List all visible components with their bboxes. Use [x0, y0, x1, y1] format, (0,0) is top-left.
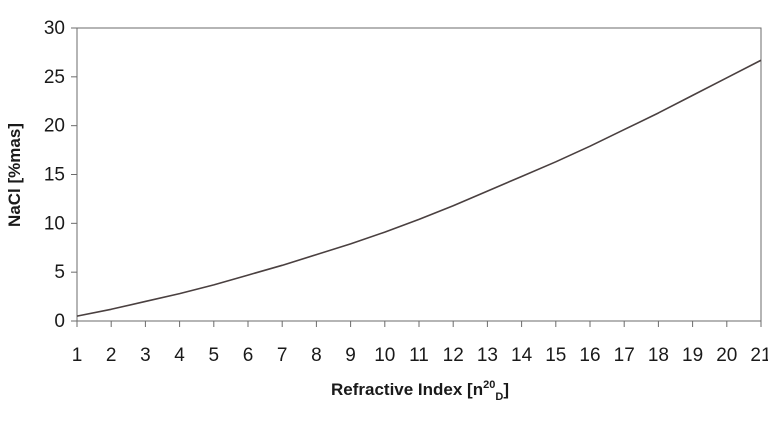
x-tick-label: 1 — [72, 345, 83, 366]
x-axis-title-sub: D — [495, 391, 503, 403]
y-axis: 0 5 10 15 20 25 30 — [44, 18, 77, 332]
y-tick-label: 10 — [44, 213, 65, 234]
x-axis-title: Refractive Index [n20D] — [331, 379, 509, 403]
y-tick-label: 15 — [44, 165, 65, 186]
x-axis-title-end: ] — [503, 380, 509, 399]
y-tick-label: 30 — [44, 18, 65, 39]
x-tick-label: 14 — [511, 345, 533, 366]
x-axis-title-sup: 20 — [483, 379, 495, 391]
x-tick-label: 5 — [209, 345, 220, 366]
series-group — [76, 59, 762, 317]
series-line — [76, 59, 762, 317]
x-tick-label: 11 — [409, 345, 429, 366]
x-axis-title-main: Refractive Index [n — [331, 380, 483, 399]
y-tick-label: 25 — [44, 67, 65, 88]
x-tick-label: 8 — [311, 345, 322, 366]
x-tick-label: 3 — [140, 345, 151, 366]
x-tick-label: 20 — [716, 345, 737, 366]
x-tick-label: 12 — [443, 345, 464, 366]
x-axis: 1 2 3 4 5 6 7 8 9 10 11 12 13 14 15 16 17 18 19 20 21 — [72, 321, 768, 366]
plot-frame — [76, 27, 762, 322]
x-tick-label: 15 — [545, 345, 566, 366]
x-tick-label: 9 — [345, 345, 356, 366]
x-tick-label: 17 — [614, 345, 635, 366]
plot-area — [76, 27, 762, 322]
x-tick-label: 16 — [579, 345, 600, 366]
x-tick-label: 19 — [682, 345, 703, 366]
y-tick-label: 20 — [44, 116, 65, 137]
x-tick-label: 21 — [750, 345, 768, 366]
x-tick-label: 4 — [174, 345, 185, 366]
y-tick-label: 0 — [54, 311, 65, 332]
y-axis-title: NaCl [%mas] — [5, 123, 24, 227]
y-tick-label: 5 — [54, 262, 65, 283]
x-tick-label: 6 — [243, 345, 254, 366]
x-tick-label: 7 — [277, 345, 288, 366]
x-tick-label: 13 — [477, 345, 498, 366]
x-tick-label: 2 — [106, 345, 117, 366]
x-tick-label: 18 — [648, 345, 669, 366]
x-tick-label: 10 — [374, 345, 395, 366]
